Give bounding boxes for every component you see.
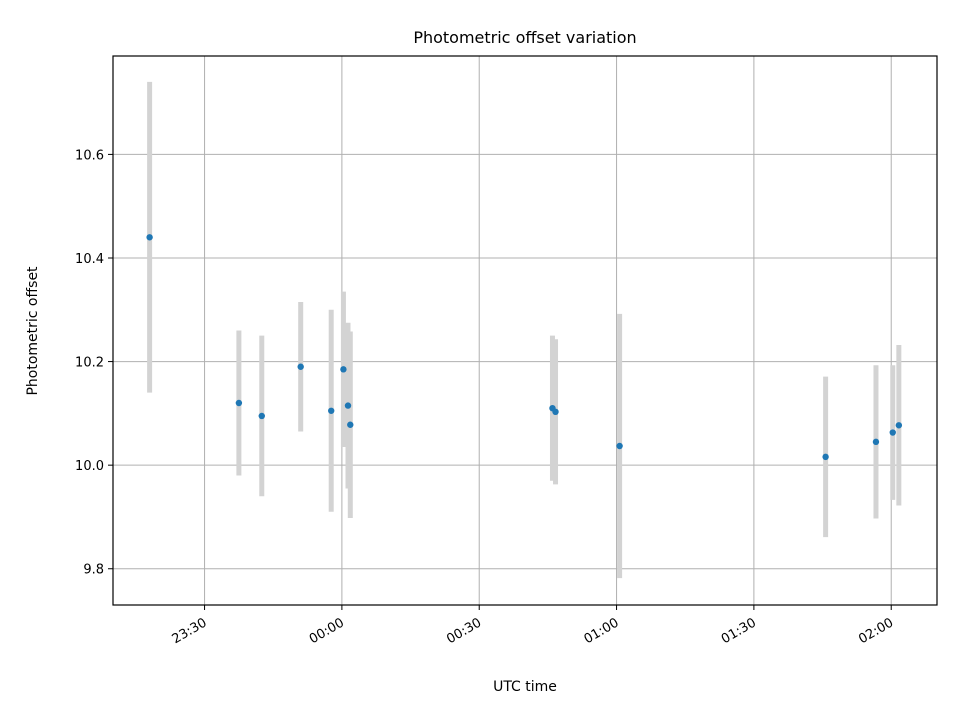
data-point	[895, 422, 903, 429]
data-point	[552, 408, 559, 416]
data-point	[146, 234, 153, 241]
y-tick-label: 10.4	[75, 252, 104, 267]
data-point	[297, 363, 304, 370]
y-tick-label: 10.0	[75, 459, 104, 474]
data-point	[344, 402, 352, 409]
data-point	[872, 438, 880, 446]
x-axis-label: UTC time	[493, 679, 557, 695]
grid-lines	[113, 56, 937, 605]
data-points	[146, 234, 903, 461]
data-point	[235, 399, 243, 407]
data-point	[328, 407, 335, 414]
chart-title: Photometric offset variation	[413, 28, 636, 47]
data-point	[340, 366, 347, 373]
data-point	[347, 421, 354, 428]
y-axis-ticks: 9.8 10.0 10.2 10.4 10.6	[75, 148, 113, 578]
data-point	[616, 442, 623, 450]
y-tick-label: 10.2	[75, 356, 104, 371]
data-point	[258, 412, 265, 420]
y-tick-label: 9.8	[83, 563, 104, 578]
y-tick-label: 10.6	[75, 148, 104, 163]
data-point	[889, 429, 896, 436]
plot-area-frame	[112, 55, 938, 606]
y-axis-label: Photometric offset	[25, 266, 41, 396]
data-point	[822, 453, 829, 461]
